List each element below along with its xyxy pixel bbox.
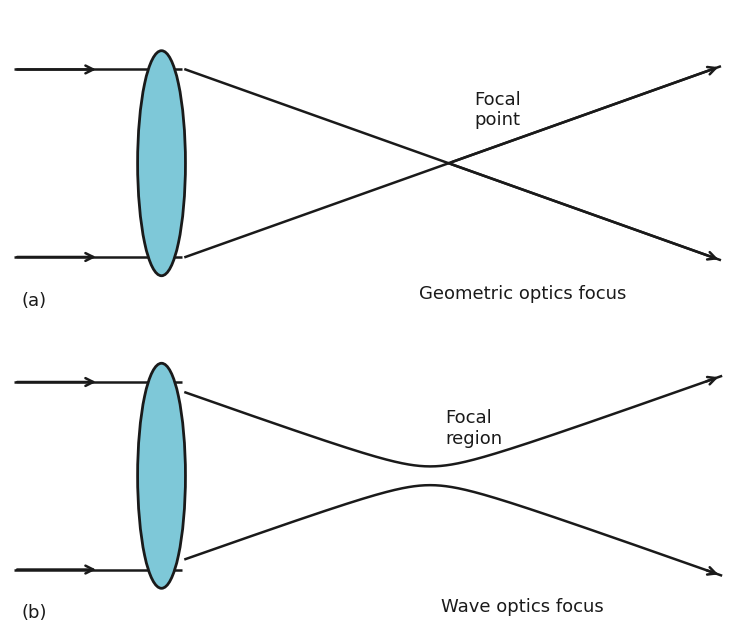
Text: Geometric optics focus: Geometric optics focus xyxy=(419,286,626,304)
Text: (b): (b) xyxy=(22,604,47,622)
Text: (a): (a) xyxy=(22,292,46,310)
Text: Focal
point: Focal point xyxy=(474,91,521,130)
Ellipse shape xyxy=(137,363,185,589)
Ellipse shape xyxy=(137,50,185,276)
Text: Wave optics focus: Wave optics focus xyxy=(441,598,604,616)
Text: Focal
region: Focal region xyxy=(445,410,502,449)
